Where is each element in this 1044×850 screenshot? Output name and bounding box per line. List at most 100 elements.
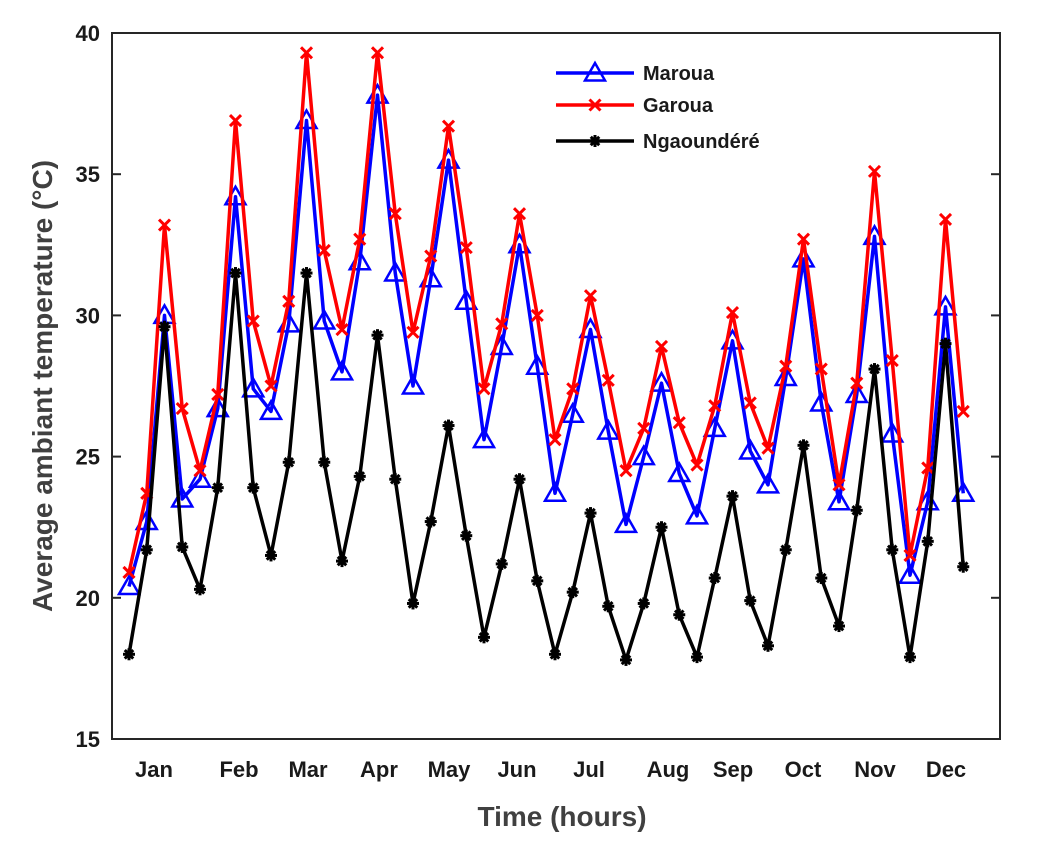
series-line-ngaoundr [127, 271, 965, 662]
data-point-garoua [388, 207, 402, 221]
data-point-garoua [654, 339, 669, 354]
x-tick-label-apr: Apr [360, 757, 398, 782]
x-tick-label-mar: Mar [288, 757, 328, 782]
data-point-garoua [228, 113, 243, 128]
data-point-ngaoundr [673, 608, 686, 621]
data-point-ngaoundr [868, 363, 881, 376]
data-point-maroua [116, 573, 142, 596]
data-point-maroua [329, 359, 355, 381]
data-point-garoua [512, 207, 527, 221]
data-point-garoua [193, 464, 207, 478]
series-ngaoundr [123, 267, 970, 666]
y-tick-label: 35 [76, 162, 100, 187]
y-tick-label: 30 [76, 303, 100, 328]
x-axis-ticks: Jan Feb Mar Apr May Jun Jul Aug Sep Oct Nov Dec [135, 757, 966, 782]
legend-label-ngaoundr: Ngaoundéré [643, 131, 760, 153]
data-point-ngaoundr [353, 470, 366, 483]
data-point-maroua [755, 472, 781, 494]
data-point-ngaoundr [300, 267, 313, 280]
data-point-garoua [637, 421, 651, 435]
data-point-garoua [690, 458, 704, 472]
data-point-maroua [400, 373, 426, 395]
data-point-ngaoundr [531, 574, 544, 587]
data-point-ngaoundr [850, 504, 863, 517]
data-point-ngaoundr [904, 651, 916, 664]
data-point-ngaoundr [407, 597, 419, 610]
data-point-maroua [383, 260, 408, 282]
data-point-garoua [921, 461, 935, 475]
data-point-garoua [424, 249, 438, 263]
data-point-ngaoundr [584, 507, 597, 520]
data-point-maroua [667, 461, 692, 483]
x-tick-label-may: May [428, 757, 472, 782]
data-point-garoua [211, 387, 225, 402]
data-point-ngaoundr [762, 639, 774, 652]
data-point-ngaoundr [797, 439, 810, 452]
data-point-ngaoundr [140, 543, 153, 556]
data-point-ngaoundr [691, 651, 703, 664]
data-point-ngaoundr [602, 600, 615, 613]
data-point-maroua [791, 246, 816, 268]
data-point-maroua [596, 418, 621, 440]
data-point-ngaoundr [336, 555, 348, 568]
data-point-maroua [560, 401, 585, 423]
data-point-garoua [299, 46, 314, 60]
data-point-garoua [814, 362, 828, 376]
data-point-garoua [122, 565, 136, 579]
data-point-garoua [530, 308, 544, 322]
legend-entry-garoua: Garoua [556, 95, 714, 117]
data-point-ngaoundr [123, 648, 135, 661]
data-point-maroua [684, 503, 710, 525]
data-point-ngaoundr [779, 543, 792, 556]
x-tick-label-jun: Jun [497, 757, 536, 782]
legend: Maroua Garoua Ngaoundéré [556, 60, 760, 153]
y-tick-label: 20 [76, 586, 100, 611]
data-point-ngaoundr [265, 549, 277, 562]
legend-entry-maroua: Maroua [556, 60, 715, 85]
data-point-garoua [779, 359, 793, 373]
data-point-ngaoundr [833, 620, 845, 633]
series-layer [116, 46, 976, 666]
data-point-garoua [370, 46, 385, 60]
data-point-garoua [548, 433, 562, 447]
x-tick-label-sep: Sep [713, 757, 753, 782]
data-point-garoua [867, 164, 882, 178]
data-point-ngaoundr [282, 456, 295, 469]
data-point-ngaoundr [495, 557, 508, 570]
legend-marker-ngaoundr [589, 135, 601, 147]
data-point-maroua [649, 370, 674, 392]
data-point-ngaoundr [708, 572, 721, 585]
data-point-maroua [631, 444, 656, 466]
data-point-maroua [525, 353, 550, 375]
data-point-garoua [885, 354, 899, 368]
data-point-garoua [566, 382, 580, 396]
data-point-garoua [708, 399, 722, 413]
data-point-maroua [826, 489, 852, 511]
data-point-garoua [353, 232, 367, 246]
data-point-garoua [743, 396, 757, 410]
plot-frame [111, 32, 1001, 740]
data-point-garoua [406, 325, 420, 339]
data-point-garoua [441, 119, 456, 133]
data-point-garoua [850, 376, 864, 390]
data-point-garoua [335, 322, 349, 337]
data-point-maroua [773, 365, 798, 387]
data-point-ngaoundr [566, 586, 579, 599]
data-point-ngaoundr [939, 337, 952, 350]
y-tick-label: 15 [76, 727, 100, 752]
data-point-maroua [312, 308, 337, 330]
legend-label-garoua: Garoua [643, 95, 714, 117]
data-point-ngaoundr [957, 560, 970, 573]
data-point-ngaoundr [442, 419, 455, 432]
data-point-ngaoundr [478, 631, 490, 644]
data-point-garoua [796, 232, 811, 246]
x-tick-label-jul: Jul [573, 757, 605, 782]
data-point-garoua [157, 218, 172, 232]
legend-marker-garoua [588, 98, 602, 112]
data-point-garoua [246, 314, 260, 328]
legend-label-maroua: Maroua [643, 63, 715, 85]
x-tick-label-feb: Feb [219, 757, 258, 782]
data-point-garoua [938, 212, 953, 226]
data-point-ngaoundr [389, 473, 402, 486]
